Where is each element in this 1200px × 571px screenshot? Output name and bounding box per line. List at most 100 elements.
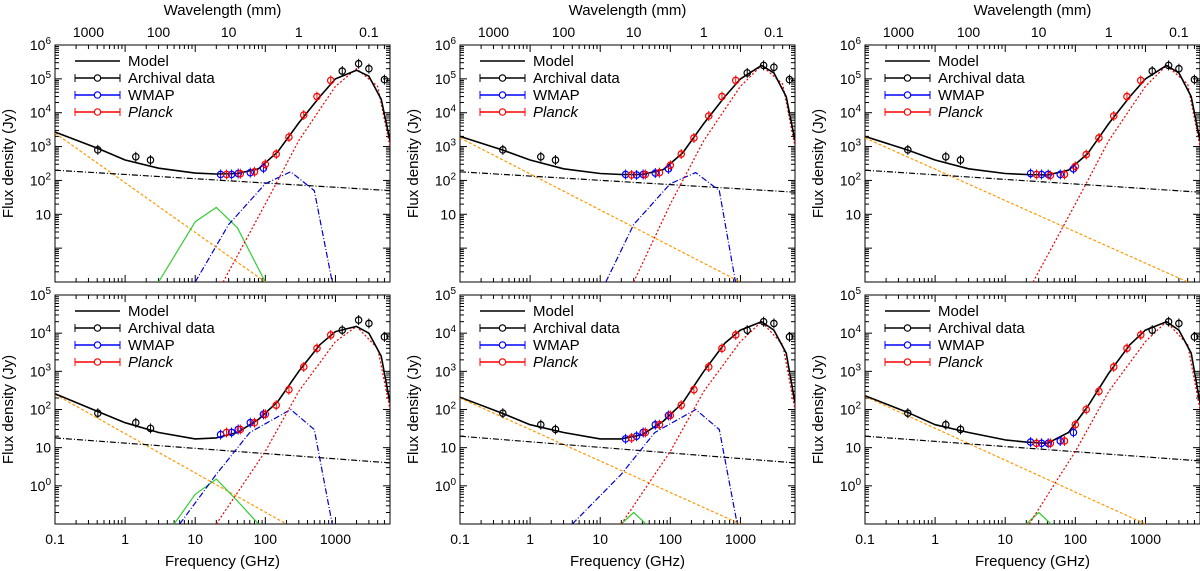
archival-point: [338, 67, 347, 75]
wmap-point: [259, 164, 268, 172]
plot-frame: [459, 44, 796, 283]
wmap-point: [651, 420, 660, 429]
planck-point: [1046, 171, 1055, 180]
y-axis-title: Flux density (Jy): [0, 355, 17, 464]
thermal-dust-component-line: [620, 321, 795, 524]
planck-point: [1082, 405, 1091, 414]
top-tick-label: 1000: [883, 24, 914, 40]
wmap-point: [639, 428, 647, 437]
planck-point: [299, 363, 308, 371]
planck-point: [718, 344, 726, 353]
planck-point: [704, 363, 713, 371]
archival-point: [338, 326, 347, 334]
top-tick-label: 1: [295, 24, 303, 40]
legend-label: Model: [128, 303, 169, 320]
model-line: [460, 64, 795, 176]
archival-point: [904, 409, 912, 417]
x-tick-label: 100: [1064, 531, 1088, 547]
top-tick-label: 100: [957, 24, 981, 40]
y-tick-label: 104: [435, 104, 457, 121]
model-line: [460, 320, 795, 440]
planck-point: [261, 410, 270, 419]
y-tick-label: 10: [440, 206, 456, 222]
planck-point: [250, 418, 259, 427]
archival-point: [131, 152, 140, 161]
free-free-component-line: [460, 171, 795, 193]
cmb-component-line: [605, 172, 737, 282]
wmap-point: [1044, 439, 1052, 448]
x-tick-label: 0.1: [855, 531, 875, 547]
panel-4: 0.1 1 10 100 1000 Frequency (GHz) 100 10 102 103 1…: [0, 286, 391, 570]
legend-label: Planck: [533, 354, 580, 371]
planck-point: [222, 170, 231, 179]
synchrotron-component-line: [460, 397, 741, 524]
top-axis-title: Wavelength (mm): [164, 2, 282, 19]
archival-point: [759, 317, 768, 326]
planck-point: [1071, 162, 1080, 171]
wmap-point: [632, 432, 641, 440]
y-tick-label: 104: [30, 324, 52, 341]
planck-point: [1060, 437, 1069, 445]
thermal-dust-component-line: [215, 325, 390, 524]
planck-point: [718, 92, 726, 101]
plot-frame: [864, 44, 1200, 283]
legend-label: WMAP: [938, 87, 985, 104]
y-tick-label: 104: [840, 324, 862, 341]
synchrotron-component-line: [55, 393, 287, 524]
x-tick-label: 1: [931, 531, 939, 547]
archival-point: [956, 425, 965, 434]
legend-label: Planck: [128, 354, 175, 371]
plot-area: [865, 60, 1200, 282]
legend-marker: [93, 91, 102, 99]
free-free-component-line: [55, 169, 390, 192]
free-free-component-line: [55, 437, 390, 464]
y-tick-label: 105: [840, 286, 862, 303]
y-tick-label: 10: [845, 206, 861, 222]
model-line: [865, 320, 1200, 445]
y-tick-label: 105: [30, 286, 52, 303]
planck-point: [299, 111, 308, 119]
spinning-dust-component-line: [158, 206, 266, 282]
planck-point: [655, 420, 664, 429]
wmap-point: [651, 169, 660, 177]
legend-marker: [903, 341, 912, 349]
legend-marker: [498, 324, 507, 332]
archival-point: [1190, 333, 1199, 341]
planck-point: [326, 76, 335, 85]
wmap-point: [1056, 437, 1065, 445]
planck-point: [1136, 331, 1145, 339]
planck-point: [731, 331, 740, 339]
legend-label: WMAP: [533, 87, 580, 104]
legend-label: Model: [533, 53, 574, 70]
synchrotron-component-line: [55, 132, 266, 282]
cmb-component-line: [194, 171, 333, 282]
planck-point: [236, 425, 245, 434]
x-tick-label: 1000: [1130, 531, 1161, 547]
legend-marker: [903, 91, 912, 99]
planck-point: [250, 167, 259, 176]
y-axis-title: Flux density (Jy): [810, 355, 827, 464]
legend-marker: [903, 358, 912, 366]
thermal-dust-component-line: [222, 68, 390, 282]
y-axis-title: Flux density (Jy): [810, 109, 827, 218]
archival-point: [770, 63, 778, 72]
legend-label: Archival data: [938, 320, 1025, 337]
planck-point: [222, 428, 231, 437]
archival-point: [1175, 319, 1183, 328]
archival-point: [131, 418, 140, 427]
y-tick-label: 10: [35, 206, 51, 222]
archival-point: [536, 420, 545, 429]
planck-point: [627, 171, 636, 179]
x-tick-label: 1000: [725, 531, 756, 547]
legend-marker: [903, 324, 912, 332]
plot-area: [460, 60, 795, 282]
y-tick-label: 102: [30, 171, 52, 188]
y-tick-label: 102: [840, 171, 862, 188]
y-tick-label: 102: [30, 401, 52, 418]
archival-point: [551, 425, 560, 434]
